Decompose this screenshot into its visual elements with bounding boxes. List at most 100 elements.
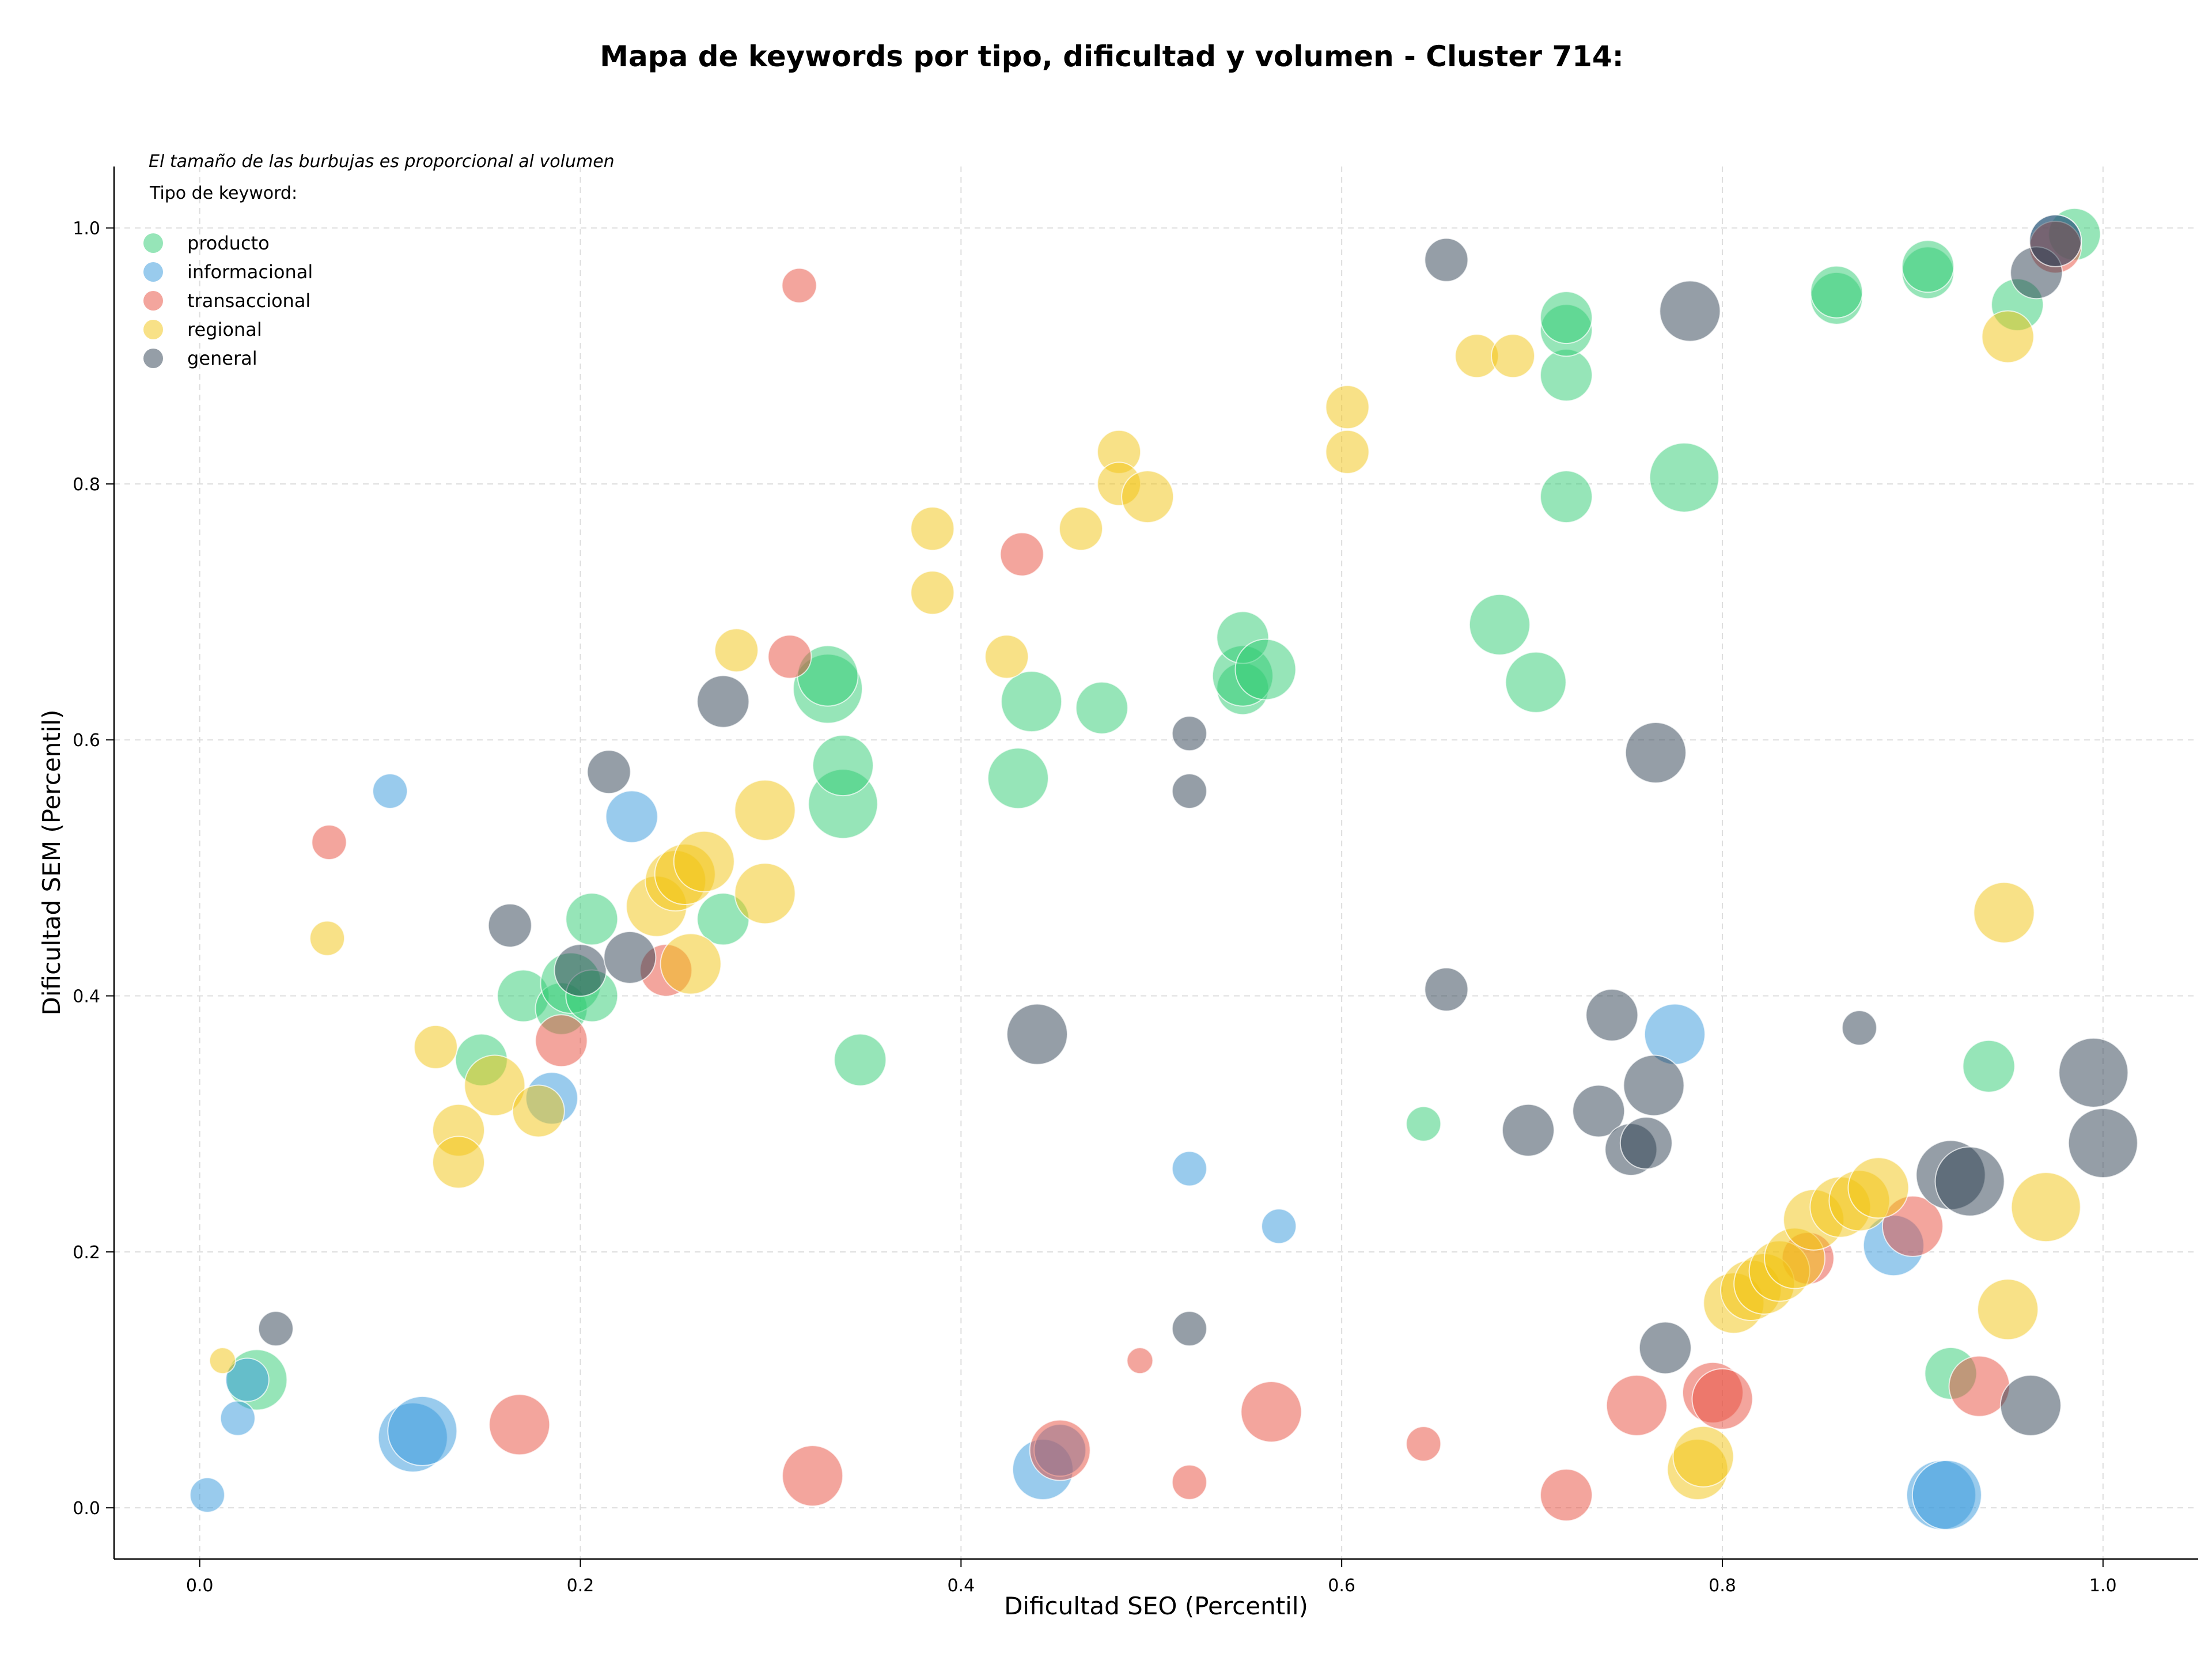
bubble-general xyxy=(487,903,532,948)
bubble-regional xyxy=(1977,1278,2039,1341)
bubble-regional xyxy=(1058,506,1103,551)
legend-marker-informacional xyxy=(143,262,163,282)
bubble-transaccional xyxy=(999,532,1044,577)
bubble-producto xyxy=(1406,1106,1442,1142)
bubble-informacional xyxy=(1171,1151,1207,1187)
bubble-informacional xyxy=(605,790,658,843)
bubble-transaccional xyxy=(1406,1426,1442,1462)
bubble-regional xyxy=(673,830,735,892)
bubble-regional xyxy=(1672,1425,1734,1488)
bubble-regional xyxy=(512,1084,565,1138)
bubble-general xyxy=(554,944,607,997)
bubble-regional xyxy=(1325,385,1370,430)
bubble-informacional xyxy=(372,773,408,809)
bubble-producto xyxy=(1505,651,1567,713)
bubble-general xyxy=(2058,1037,2129,1108)
axis-ticks: 0.0 0.2 0.4 0.6 0.8 1.0 0.0 0.2 0.4 0.6 0.8 1.0 xyxy=(73,219,2116,1596)
bubble-producto xyxy=(1901,240,1955,293)
legend-label-informacional: informacional xyxy=(187,261,313,283)
bubble-regional xyxy=(1491,334,1536,379)
bubble-transaccional xyxy=(1691,1368,1753,1430)
bubble-transaccional xyxy=(782,1445,844,1507)
x-tick-label: 0.8 xyxy=(1709,1576,1736,1596)
bubble-regional xyxy=(309,920,346,956)
bubble-producto xyxy=(1810,265,1863,319)
bubble-general xyxy=(1171,716,1207,752)
bubble-general xyxy=(1424,967,1469,1012)
bubble-producto xyxy=(1540,470,1593,524)
bubble-general xyxy=(1501,1103,1555,1157)
bubble-transaccional xyxy=(535,1014,588,1068)
y-tick-label: 0.2 xyxy=(73,1243,100,1263)
bubble-general xyxy=(1171,1311,1207,1347)
legend-marker-general xyxy=(143,349,163,368)
bubble-general xyxy=(1619,1117,1673,1170)
bubble-producto xyxy=(1234,638,1297,701)
bubble-general xyxy=(1999,1374,2062,1436)
bubble-producto xyxy=(987,747,1049,809)
bubble-producto xyxy=(1001,671,1063,733)
legend-items: producto informacional transaccional region… xyxy=(143,232,313,369)
y-tick-label: 0.0 xyxy=(73,1499,100,1519)
bubble-general xyxy=(1585,988,1639,1042)
y-tick-label: 0.6 xyxy=(73,731,100,751)
bubble-regional xyxy=(464,1054,526,1117)
bubble-producto xyxy=(1649,442,1719,513)
bubble-producto xyxy=(1075,681,1128,735)
x-axis-label: Dificultad SEO (Percentil) xyxy=(1004,1592,1308,1620)
bubble-regional xyxy=(1325,429,1370,474)
bubble-general xyxy=(603,930,657,984)
bubble-informacional xyxy=(225,1357,270,1402)
bubble-general xyxy=(1572,1084,1626,1138)
legend-label-general: general xyxy=(187,347,257,369)
bubble-producto xyxy=(812,735,874,797)
bubble-regional xyxy=(1121,470,1175,524)
y-tick-label: 0.4 xyxy=(73,987,100,1007)
bubble-regional xyxy=(1973,881,2035,944)
legend-note: El tamaño de las burbujas es proporciona… xyxy=(149,152,615,172)
bubble-regional xyxy=(1847,1157,1910,1219)
bubble-transaccional xyxy=(1126,1347,1154,1375)
x-tick-label: 0.0 xyxy=(186,1576,214,1596)
bubble-transaccional xyxy=(311,824,347,860)
x-tick-label: 0.4 xyxy=(947,1576,975,1596)
bubble-producto xyxy=(565,892,619,946)
bubble-producto xyxy=(1962,1039,2016,1093)
bubble-transaccional xyxy=(488,1394,551,1456)
bubble-general xyxy=(1623,1054,1685,1117)
legend-label-regional: regional xyxy=(187,319,262,340)
legend-marker-producto xyxy=(143,233,163,253)
bubble-general xyxy=(1006,1003,1068,1065)
bubble-producto xyxy=(1540,291,1593,345)
legend-marker-transaccional xyxy=(143,291,163,311)
bubble-general xyxy=(1171,773,1207,809)
bubble-general xyxy=(696,675,750,728)
bubble-general xyxy=(1638,1321,1692,1375)
bubble-producto xyxy=(834,1033,887,1087)
x-tick-label: 0.2 xyxy=(567,1576,594,1596)
bubble-regional xyxy=(984,634,1029,679)
legend-marker-regional xyxy=(143,320,163,339)
bubble-general xyxy=(2029,214,2082,267)
bubble-general xyxy=(1659,280,1721,342)
bubble-transaccional xyxy=(1171,1464,1207,1500)
bubble-transaccional xyxy=(1240,1381,1302,1443)
bubble-general xyxy=(1424,237,1469,282)
legend: El tamaño de las burbujas es proporciona… xyxy=(143,152,615,369)
bubble-transaccional xyxy=(781,267,817,304)
bubble-general xyxy=(2067,1108,2138,1179)
bubble-informacional xyxy=(1261,1208,1297,1244)
bubble-transaccional xyxy=(767,634,812,679)
bubble-regional xyxy=(413,1024,458,1069)
bubble-regional xyxy=(734,862,796,925)
bubble-regional xyxy=(432,1136,486,1189)
bubble-general xyxy=(1934,1146,2005,1217)
x-tick-label: 1.0 xyxy=(2089,1576,2117,1596)
bubble-regional xyxy=(209,1347,236,1375)
bubble-transaccional xyxy=(1540,1468,1593,1522)
bubble-regional xyxy=(2010,1172,2081,1243)
bubble-general xyxy=(1624,721,1687,784)
chart-title: Mapa de keywords por tipo, dificultad y … xyxy=(600,40,1623,73)
bubble-transaccional xyxy=(1605,1374,1668,1436)
